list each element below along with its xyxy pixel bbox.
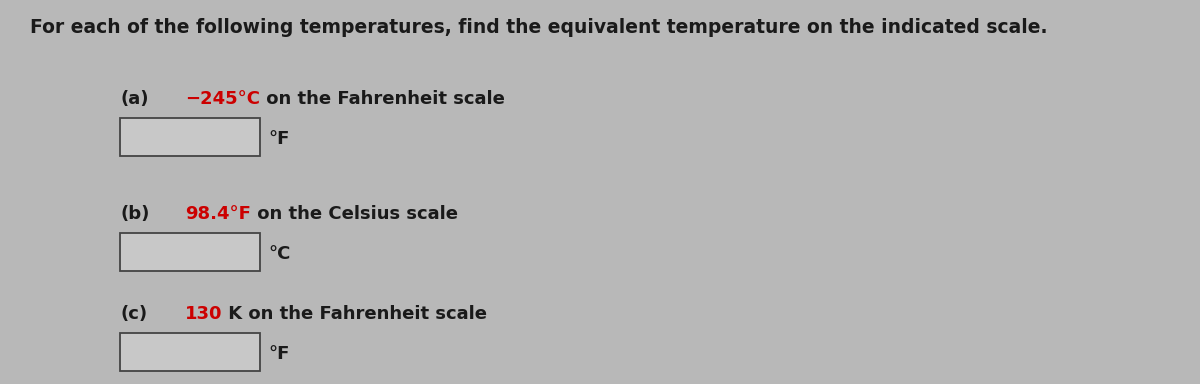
Text: °F: °F (268, 345, 289, 363)
Text: (a): (a) (120, 90, 149, 108)
Text: For each of the following temperatures, find the equivalent temperature on the i: For each of the following temperatures, … (30, 18, 1048, 37)
FancyBboxPatch shape (120, 333, 260, 371)
Text: (c): (c) (120, 305, 148, 323)
Text: °C: °C (268, 245, 290, 263)
Text: on the Fahrenheit scale: on the Fahrenheit scale (260, 90, 505, 108)
FancyBboxPatch shape (120, 118, 260, 156)
Text: 130: 130 (185, 305, 222, 323)
Text: 98.4°F: 98.4°F (185, 205, 251, 223)
Text: on the Celsius scale: on the Celsius scale (251, 205, 458, 223)
Text: −245°C: −245°C (185, 90, 260, 108)
Text: (b): (b) (120, 205, 149, 223)
FancyBboxPatch shape (120, 233, 260, 271)
Text: °F: °F (268, 130, 289, 148)
Text: K on the Fahrenheit scale: K on the Fahrenheit scale (222, 305, 487, 323)
